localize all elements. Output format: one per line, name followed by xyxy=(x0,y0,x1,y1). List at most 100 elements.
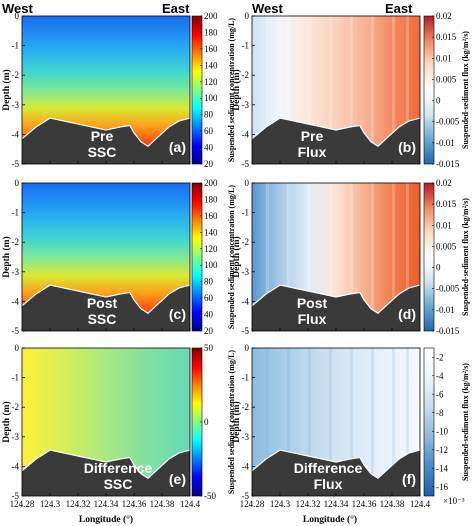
panel-c-ytick-label: -1 xyxy=(12,208,20,218)
panel-f-band xyxy=(308,348,311,496)
panel-c-ytick-label: -2 xyxy=(12,237,20,247)
panel-d-cbar-tick-label: 0.005 xyxy=(436,241,457,251)
panel-a-bed xyxy=(22,118,190,164)
panel-f-cbar-tick-label: -2 xyxy=(436,352,444,362)
panel-d-colorbar xyxy=(423,182,435,332)
panel-f-band xyxy=(392,348,395,496)
panel-d-cbar-tick-label: -0.015 xyxy=(436,326,460,336)
panel-f-label2: Flux xyxy=(314,476,343,492)
panel-e-label2: SSC xyxy=(104,476,133,492)
panel-e-xtick-label: 124.34 xyxy=(94,499,119,509)
panel-b-band xyxy=(308,16,311,164)
panel-e-xtick-label: 124.28 xyxy=(10,499,35,509)
panel-c-ylabel: Depth (m) xyxy=(1,236,12,277)
panel-e-xtick-label: 124.36 xyxy=(122,499,147,509)
panel-f-cbar-tick-label: -14 xyxy=(436,463,448,473)
panel-c-cbar-tick-label: 160 xyxy=(204,211,218,221)
east-label: East xyxy=(162,1,190,16)
panel-b-cbar-tick-label: -0.015 xyxy=(436,159,460,169)
panel-f-ytick-label: -5 xyxy=(242,491,250,501)
panel-b-label1: Pre xyxy=(301,128,324,144)
panel-d-ytick-label: -4 xyxy=(242,296,250,306)
panel-f-xtick-label: 124.28 xyxy=(240,499,265,509)
panel-a-cbar-tick-label: 180 xyxy=(204,27,218,37)
panel-e-ytick-label: -2 xyxy=(12,402,20,412)
panel-b-band xyxy=(371,16,374,164)
panel-d-band xyxy=(350,183,353,331)
panel-a-cbar-label: Suspended sediment concentration (mg/L) xyxy=(227,18,236,163)
panel-b-cbar-tick-label: 0 xyxy=(436,96,441,106)
panel-a-ytick-label: 0 xyxy=(15,11,20,21)
panel-b-band xyxy=(266,16,269,164)
panel-d-band xyxy=(392,183,395,331)
panel-f-ytick-label: 0 xyxy=(245,343,250,353)
panel-d-bed-line xyxy=(251,284,421,314)
panel-d-cbar-tick-label: 0 xyxy=(436,263,441,273)
panel-b-bed-line xyxy=(251,117,421,147)
panel-b-cbar-tick-label: 0.02 xyxy=(436,11,452,21)
panel-d-band xyxy=(287,183,290,331)
panel-a-cbar-tick-label: 140 xyxy=(204,60,218,70)
panel-e-bed-line xyxy=(21,449,191,479)
panel-d-bed xyxy=(252,285,420,331)
panel-f-ytick-label: -3 xyxy=(242,432,250,442)
panel-c-ytick-label: -5 xyxy=(12,326,20,336)
panel-f-xtick-label: 124.36 xyxy=(352,499,377,509)
panel-e-ytick-label: -4 xyxy=(12,461,20,471)
panel-a-cbar-tick-label: 80 xyxy=(204,110,214,120)
panel-d-ylabel: Depth (m) xyxy=(231,236,242,277)
panel-b-ytick-label: -2 xyxy=(242,70,250,80)
panel-f-letter: (f) xyxy=(402,471,416,487)
panel-c-colorbar xyxy=(191,182,203,332)
panel-b-colorbar xyxy=(423,15,435,165)
panel-c-cbar-tick-label: 200 xyxy=(204,178,218,188)
panel-b-band xyxy=(287,16,290,164)
panel-d-cbar-tick-label: 0.015 xyxy=(436,199,457,209)
panel-c-cbar-tick-label: 80 xyxy=(204,277,214,287)
panel-f-cbar-tick-label: -12 xyxy=(436,445,448,455)
east-label-right: East xyxy=(385,1,413,16)
panel-e-ytick-label: -3 xyxy=(12,432,20,442)
panel-d-cbar-tick-label: 0.02 xyxy=(436,178,452,188)
panel-e-ytick-label: -1 xyxy=(12,373,20,383)
panel-e-bed xyxy=(22,450,190,496)
panel-e-xtick-label: 124.32 xyxy=(66,499,91,509)
panel-f-label1: Difference xyxy=(294,460,363,476)
exponent-label: ×10⁻³ xyxy=(443,496,465,506)
panel-d-band xyxy=(371,183,374,331)
panel-c-cbar-tick-label: 180 xyxy=(204,194,218,204)
panel-d-cbar-tick-label: -0.01 xyxy=(436,305,455,315)
panel-b-ytick-label: 0 xyxy=(245,11,250,21)
panel-b-ytick-label: -5 xyxy=(242,159,250,169)
panel-a-cbar-tick-label: 120 xyxy=(204,77,218,87)
panel-f-xtick-label: 124.34 xyxy=(324,499,349,509)
panel-e-xtick-label: 124.38 xyxy=(150,499,175,509)
panel-f-cbar-tick-label: -8 xyxy=(436,408,444,418)
panel-b-ytick-label: -3 xyxy=(242,100,250,110)
panel-b-cbar-tick-label: 0.015 xyxy=(436,32,457,42)
panel-a-ytick-label: -2 xyxy=(12,70,20,80)
panel-a-ytick-label: -4 xyxy=(12,129,20,139)
panel-d-label2: Flux xyxy=(298,311,327,327)
panel-c-cbar-label: Suspended sediment concentration (mg/L) xyxy=(227,185,236,330)
panel-c-cbar-tick-label: 60 xyxy=(204,293,214,303)
panel-f-cbar-tick-label: -4 xyxy=(436,371,444,381)
panel-a-ytick-label: -3 xyxy=(12,100,20,110)
panel-f-colorbar xyxy=(423,347,435,497)
panel-c-letter: (c) xyxy=(169,306,186,322)
panel-c-bed xyxy=(22,285,190,331)
panel-b-ytick-label: -1 xyxy=(242,41,250,51)
panel-b-band xyxy=(406,16,409,164)
panel-f-cbar-tick-label: -10 xyxy=(436,426,448,436)
panel-d-cbar-tick-label: 0.01 xyxy=(436,220,452,230)
panel-d-band xyxy=(266,183,269,331)
panel-e-xtick-label: 124.4 xyxy=(180,499,201,509)
panel-f-xtick-label: 124.4 xyxy=(410,499,431,509)
panel-e-ytick-label: 0 xyxy=(15,343,20,353)
panel-d-ytick-label: -2 xyxy=(242,237,250,247)
panel-c-ytick-label: -4 xyxy=(12,296,20,306)
panel-f-ytick-label: -4 xyxy=(242,461,250,471)
panel-f-ytick-label: -1 xyxy=(242,373,250,383)
panel-a-cbar-tick-label: 20 xyxy=(204,159,214,169)
